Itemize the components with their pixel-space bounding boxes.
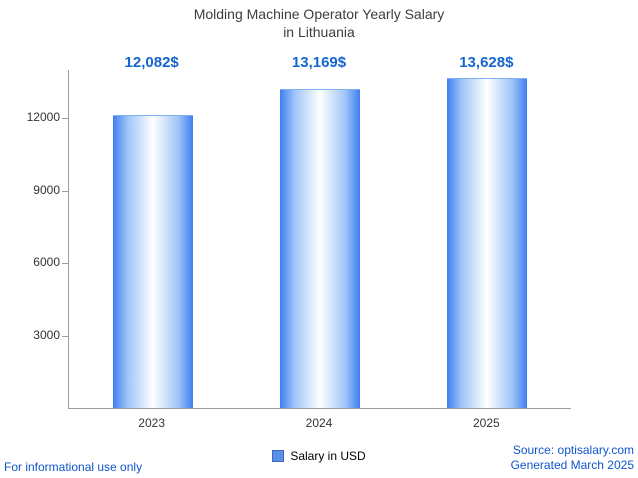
x-axis-label-2024: 2024 [305,416,333,430]
legend-label: Salary in USD [290,449,366,463]
chart-title: Molding Machine Operator Yearly Salary i… [0,6,638,41]
legend: Salary in USD [0,449,638,463]
y-tick-label-9000: 9000 [33,182,60,197]
bar-value-label-2023: 12,082$ [124,54,179,71]
x-axis-label-2023: 2023 [138,416,166,430]
bar-2023 [112,115,193,408]
bar-2025 [447,78,528,408]
y-tick-label-3000: 3000 [33,327,60,342]
bar-2024 [280,89,360,408]
x-axis-label-2025: 2025 [472,416,500,430]
y-tick-label-6000: 6000 [33,255,60,270]
legend-swatch-icon [272,450,285,462]
y-tick-label-12000: 12000 [26,110,60,125]
y-tick-mark-12000 [62,118,68,120]
y-tick-mark-6000 [62,263,68,265]
bar-value-label-2025: 13,628$ [459,54,514,71]
footer-source-block: Source: optisalary.com Generated March 2… [511,443,634,474]
footer-source[interactable]: Source: optisalary.com [512,442,634,457]
footer-disclaimer: For informational use only [4,460,143,474]
chart-title-line2: in Lithuania [283,23,355,40]
chart-title-line1: Molding Machine Operator Yearly Salary [193,6,445,22]
y-tick-mark-9000 [62,190,68,192]
y-tick-mark-3000 [62,335,68,337]
plot-area [68,70,571,409]
footer-generated: Generated March 2025 [510,458,634,473]
bar-value-label-2024: 13,169$ [291,54,347,71]
